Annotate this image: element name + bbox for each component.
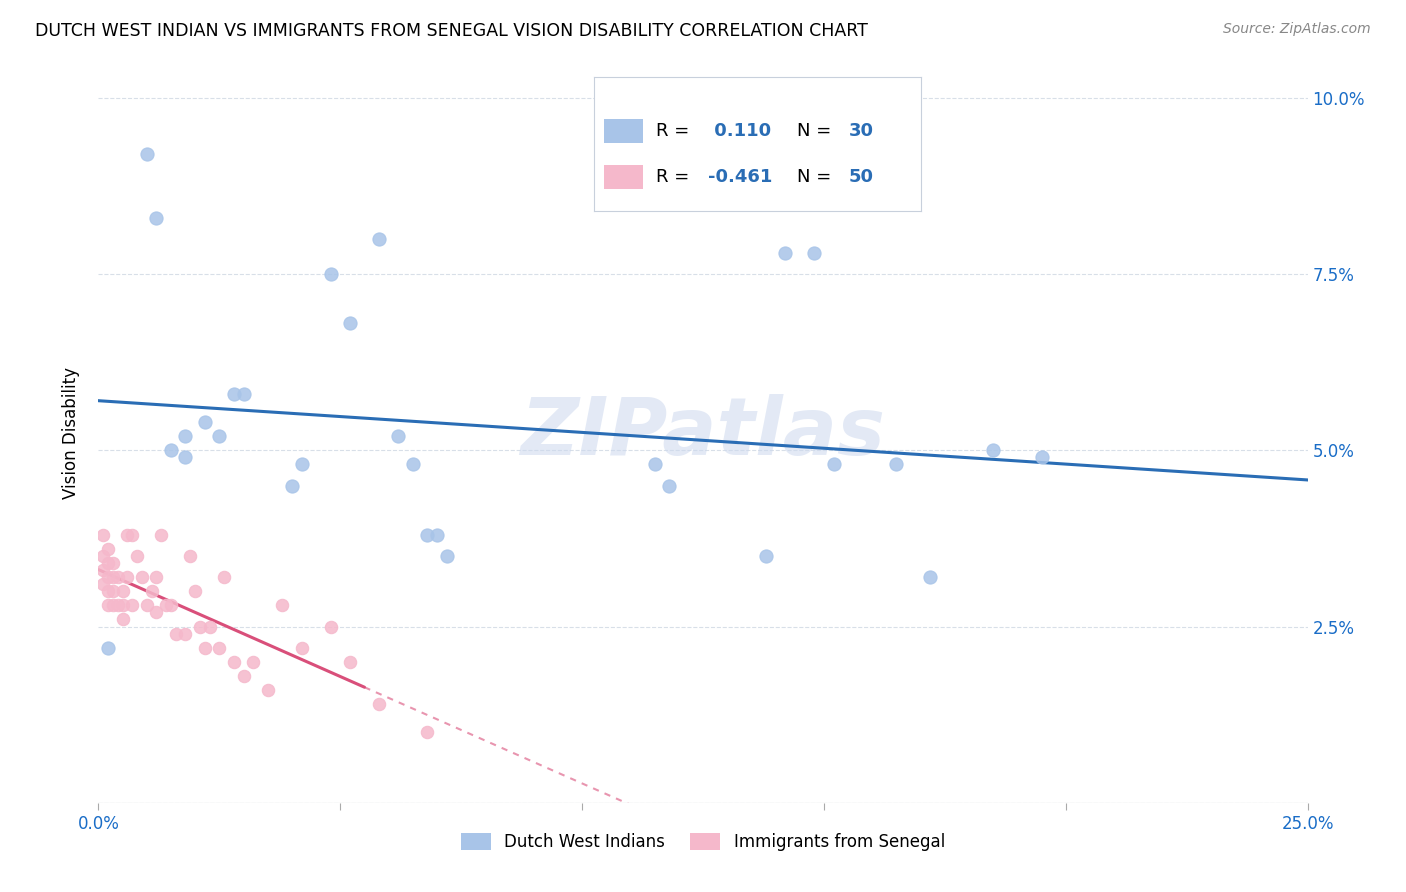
Point — [97, 556, 120, 570]
Point — [416, 725, 439, 739]
Point — [208, 429, 231, 443]
Point — [97, 541, 120, 556]
Point — [823, 458, 845, 472]
Point — [91, 549, 114, 563]
Point — [111, 612, 134, 626]
Point — [222, 387, 245, 401]
Point — [198, 619, 221, 633]
Point — [368, 232, 391, 246]
Point — [97, 640, 120, 655]
Point — [97, 584, 120, 599]
Point — [368, 697, 391, 711]
Point — [416, 528, 439, 542]
Point — [121, 528, 143, 542]
Point — [339, 655, 361, 669]
Point — [212, 570, 235, 584]
Point — [160, 599, 183, 613]
Point — [135, 599, 157, 613]
Point — [107, 599, 129, 613]
Point — [174, 450, 197, 465]
Point — [232, 669, 254, 683]
Point — [150, 528, 173, 542]
Point — [174, 626, 197, 640]
Point — [101, 570, 124, 584]
Point — [141, 584, 163, 599]
Point — [232, 387, 254, 401]
Point — [773, 245, 796, 260]
Point — [319, 267, 342, 281]
Point — [184, 584, 207, 599]
Point — [319, 619, 342, 633]
Point — [131, 570, 153, 584]
Point — [91, 528, 114, 542]
Point — [222, 655, 245, 669]
Point — [91, 577, 114, 591]
Point — [111, 584, 134, 599]
Point — [91, 563, 114, 577]
Text: Source: ZipAtlas.com: Source: ZipAtlas.com — [1223, 22, 1371, 37]
Point — [97, 570, 120, 584]
Point — [145, 606, 167, 620]
Point — [145, 570, 167, 584]
Point — [271, 599, 294, 613]
Point — [281, 478, 304, 492]
Point — [111, 599, 134, 613]
Point — [127, 549, 149, 563]
Point — [426, 528, 449, 542]
Point — [290, 640, 312, 655]
Text: ZIPatlas: ZIPatlas — [520, 393, 886, 472]
Point — [339, 316, 361, 330]
Point — [101, 584, 124, 599]
Point — [101, 599, 124, 613]
Point — [436, 549, 458, 563]
Y-axis label: Vision Disability: Vision Disability — [62, 367, 80, 499]
Point — [402, 458, 425, 472]
Point — [188, 619, 211, 633]
Point — [117, 528, 139, 542]
Point — [179, 549, 201, 563]
Point — [658, 478, 681, 492]
Point — [242, 655, 264, 669]
Point — [165, 626, 187, 640]
Point — [194, 640, 217, 655]
Point — [803, 245, 825, 260]
Point — [290, 458, 312, 472]
Point — [256, 683, 278, 698]
Point — [174, 429, 197, 443]
Point — [644, 458, 666, 472]
Point — [920, 570, 942, 584]
Legend: Dutch West Indians, Immigrants from Senegal: Dutch West Indians, Immigrants from Sene… — [454, 826, 952, 857]
Point — [1031, 450, 1053, 465]
Point — [135, 147, 157, 161]
Point — [121, 599, 143, 613]
Point — [145, 211, 167, 225]
Point — [101, 556, 124, 570]
Point — [117, 570, 139, 584]
Point — [755, 549, 778, 563]
Point — [208, 640, 231, 655]
Point — [97, 599, 120, 613]
Point — [194, 415, 217, 429]
Point — [981, 443, 1004, 458]
Point — [155, 599, 177, 613]
Point — [387, 429, 409, 443]
Point — [160, 443, 183, 458]
Point — [107, 570, 129, 584]
Point — [886, 458, 908, 472]
Text: DUTCH WEST INDIAN VS IMMIGRANTS FROM SENEGAL VISION DISABILITY CORRELATION CHART: DUTCH WEST INDIAN VS IMMIGRANTS FROM SEN… — [35, 22, 868, 40]
